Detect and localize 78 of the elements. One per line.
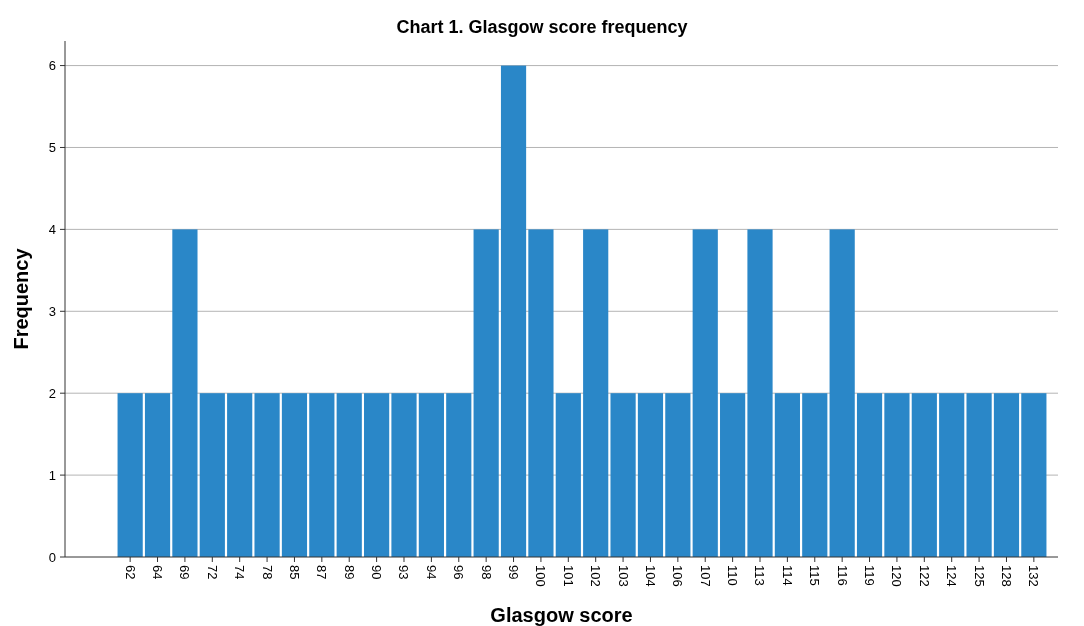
bar — [692, 229, 718, 557]
bar — [254, 393, 280, 557]
y-tick-label: 1 — [48, 467, 56, 483]
y-tick-label: 5 — [48, 140, 56, 156]
x-tick-label: 94 — [423, 565, 439, 580]
bar — [911, 393, 937, 557]
chart-title: Chart 1. Glasgow score frequency — [396, 17, 688, 37]
x-tick-label: 102 — [588, 565, 604, 587]
x-tick-label: 90 — [369, 565, 385, 580]
x-tick-label: 124 — [944, 565, 960, 587]
x-tick-label: 104 — [642, 565, 658, 587]
bar — [199, 393, 225, 557]
bar — [364, 393, 390, 557]
bar — [555, 393, 581, 557]
bar — [966, 393, 992, 557]
x-tick-label: 107 — [697, 565, 713, 587]
bar — [993, 393, 1020, 557]
y-tick-label: 0 — [48, 549, 56, 565]
bar — [856, 393, 883, 557]
bar — [1021, 393, 1047, 557]
x-tick-label: 101 — [560, 565, 576, 587]
x-tick-label: 62 — [122, 565, 138, 580]
y-axis-title: Frequency — [10, 247, 32, 350]
bar — [117, 393, 143, 557]
x-tick-label: 96 — [451, 565, 467, 580]
x-tick-label: 72 — [204, 565, 220, 580]
bar — [884, 393, 910, 557]
bar — [747, 229, 773, 557]
x-tick-label: 64 — [149, 565, 165, 580]
x-tick-label: 116 — [834, 565, 850, 586]
bar — [144, 393, 171, 557]
bar — [227, 393, 253, 557]
y-tick-label: 6 — [48, 58, 56, 74]
x-tick-label: 98 — [478, 565, 494, 580]
x-tick-label: 103 — [615, 565, 631, 587]
bar — [528, 229, 554, 557]
bar — [774, 393, 800, 557]
x-tick-label: 132 — [1026, 565, 1042, 587]
x-tick-label: 93 — [396, 565, 412, 580]
bar — [473, 229, 499, 557]
bar — [500, 65, 527, 557]
x-tick-label: 89 — [341, 565, 357, 580]
x-tick-label: 115 — [807, 565, 823, 586]
x-tick-label: 125 — [971, 565, 987, 587]
y-tick-label: 3 — [48, 303, 56, 319]
bar — [172, 229, 198, 557]
bar — [583, 229, 609, 557]
bar — [281, 393, 308, 557]
x-tick-label: 119 — [861, 565, 877, 586]
bar — [446, 393, 472, 557]
x-tick-label: 85 — [286, 565, 302, 580]
bar — [610, 393, 636, 557]
bar — [802, 393, 828, 557]
bar — [391, 393, 417, 557]
bar — [939, 393, 965, 557]
x-tick-label: 113 — [752, 565, 768, 586]
bar — [665, 393, 691, 557]
bar — [829, 229, 855, 557]
y-tick-label: 2 — [48, 385, 56, 401]
x-tick-label: 74 — [232, 565, 248, 580]
y-tick-label: 4 — [48, 221, 56, 237]
x-tick-label: 128 — [998, 565, 1014, 587]
x-tick-label: 69 — [177, 565, 193, 580]
bar — [309, 393, 335, 557]
bar — [418, 393, 444, 557]
bar — [720, 393, 746, 557]
x-tick-label: 87 — [314, 565, 330, 580]
x-tick-label: 114 — [779, 565, 795, 586]
x-axis-title: Glasgow score — [490, 604, 633, 626]
x-tick-label: 120 — [889, 565, 905, 587]
x-tick-label: 106 — [670, 565, 686, 587]
x-tick-label: 122 — [916, 565, 932, 587]
bar — [637, 393, 664, 557]
x-tick-label: 110 — [725, 565, 741, 586]
x-tick-label: 100 — [533, 565, 549, 587]
bar — [336, 393, 362, 557]
x-tick-label: 99 — [505, 565, 521, 580]
x-tick-label: 78 — [259, 565, 275, 580]
